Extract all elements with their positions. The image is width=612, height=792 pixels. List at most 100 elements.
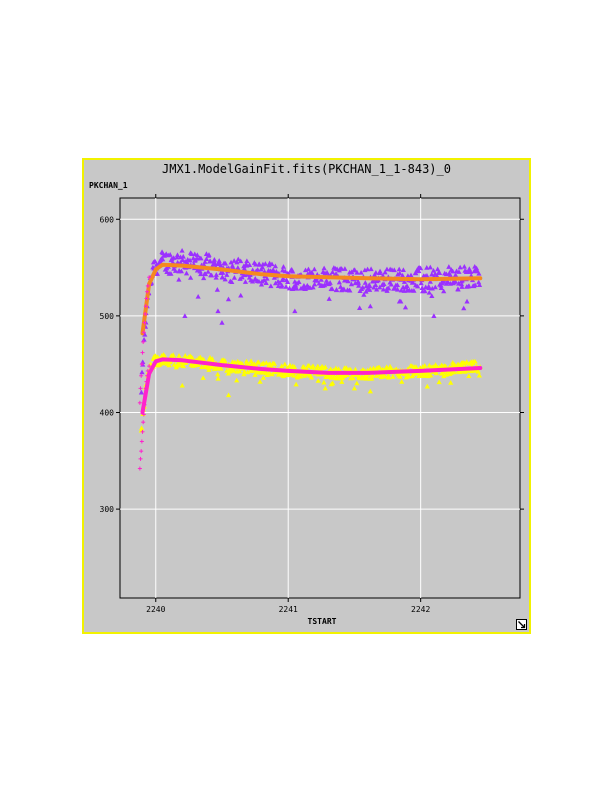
data-point (222, 358, 228, 363)
data-point (172, 268, 179, 273)
data-point (179, 382, 185, 388)
data-point (329, 269, 336, 275)
data-point (176, 353, 182, 358)
data-point (476, 282, 483, 288)
data-point (318, 277, 324, 282)
data-point (242, 279, 249, 284)
y-tick-label: 300 (100, 505, 115, 514)
data-point (459, 284, 465, 289)
data-point (394, 282, 401, 288)
data-point (243, 358, 250, 364)
data-point (363, 288, 369, 294)
data-point (197, 268, 203, 274)
data-point (143, 386, 148, 391)
data-point (225, 296, 232, 302)
plot-window: JMX1.ModelGainFit.fits(PKCHAN_1_1-843)_0… (82, 158, 531, 634)
data-point (152, 258, 158, 264)
data-point (269, 261, 275, 267)
data-point (290, 268, 296, 274)
data-point (458, 281, 465, 287)
data-point (417, 265, 424, 271)
data-point (142, 402, 147, 407)
data-point (145, 283, 150, 288)
data-point (430, 267, 437, 273)
data-point (200, 375, 206, 380)
data-point (180, 253, 186, 259)
data-point (303, 366, 310, 371)
data-point (147, 364, 152, 369)
data-point (350, 375, 356, 381)
data-point (427, 279, 433, 284)
data-point (294, 285, 300, 291)
data-point (178, 268, 184, 274)
data-point (361, 292, 367, 297)
data-point (446, 264, 452, 269)
data-point (461, 305, 467, 311)
data-point (236, 368, 242, 374)
data-point (367, 303, 373, 309)
data-point (323, 278, 330, 283)
data-point (433, 370, 439, 376)
data-point (464, 298, 470, 304)
resize-arrow-icon[interactable] (516, 619, 527, 630)
data-point (183, 270, 190, 276)
data-point (315, 378, 321, 383)
data-point (466, 373, 472, 378)
data-point (144, 296, 149, 301)
data-point (226, 392, 232, 398)
data-point (376, 364, 383, 370)
data-point (139, 449, 144, 454)
data-point (341, 286, 347, 292)
data-point (333, 287, 340, 293)
data-point (255, 359, 262, 365)
data-point (231, 258, 237, 263)
data-point (252, 372, 258, 377)
data-point (175, 362, 181, 368)
data-point (167, 252, 173, 257)
data-point (443, 363, 449, 369)
data-point (441, 288, 447, 294)
data-point (476, 270, 482, 276)
data-point (293, 381, 299, 387)
data-point (202, 259, 208, 264)
data-point (305, 266, 312, 272)
data-point (270, 267, 276, 273)
data-point (416, 268, 422, 274)
data-point (287, 371, 293, 377)
data-point (212, 260, 218, 266)
data-point (209, 356, 215, 361)
data-point (382, 269, 388, 275)
data-point (370, 373, 376, 378)
data-point (333, 271, 339, 276)
data-point (179, 247, 185, 253)
data-point (215, 375, 221, 381)
data-point (180, 363, 187, 369)
chart-area: 300 400 500 600 2240 2241 2242 TSTART (100, 194, 524, 626)
data-point (385, 374, 392, 380)
data-point (436, 379, 442, 385)
data-point (372, 282, 379, 288)
data-point (422, 288, 428, 294)
data-point (429, 293, 435, 299)
data-point (457, 264, 463, 270)
data-point (139, 439, 144, 444)
data-point (140, 429, 145, 434)
data-point (436, 270, 443, 275)
y-tick-label: 500 (100, 312, 115, 321)
data-point (141, 412, 146, 417)
data-point (280, 373, 287, 379)
x-tick-label: 2240 (146, 605, 165, 614)
data-point (282, 268, 288, 274)
data-point (139, 425, 145, 431)
data-point (427, 264, 433, 270)
data-point (448, 380, 454, 385)
data-point (219, 320, 225, 325)
data-point (234, 259, 240, 265)
data-point (354, 269, 360, 275)
data-point (145, 373, 150, 378)
data-point (397, 270, 403, 276)
data-point (476, 372, 482, 378)
data-point (336, 279, 342, 285)
data-point (285, 279, 291, 284)
data-point (194, 252, 200, 258)
